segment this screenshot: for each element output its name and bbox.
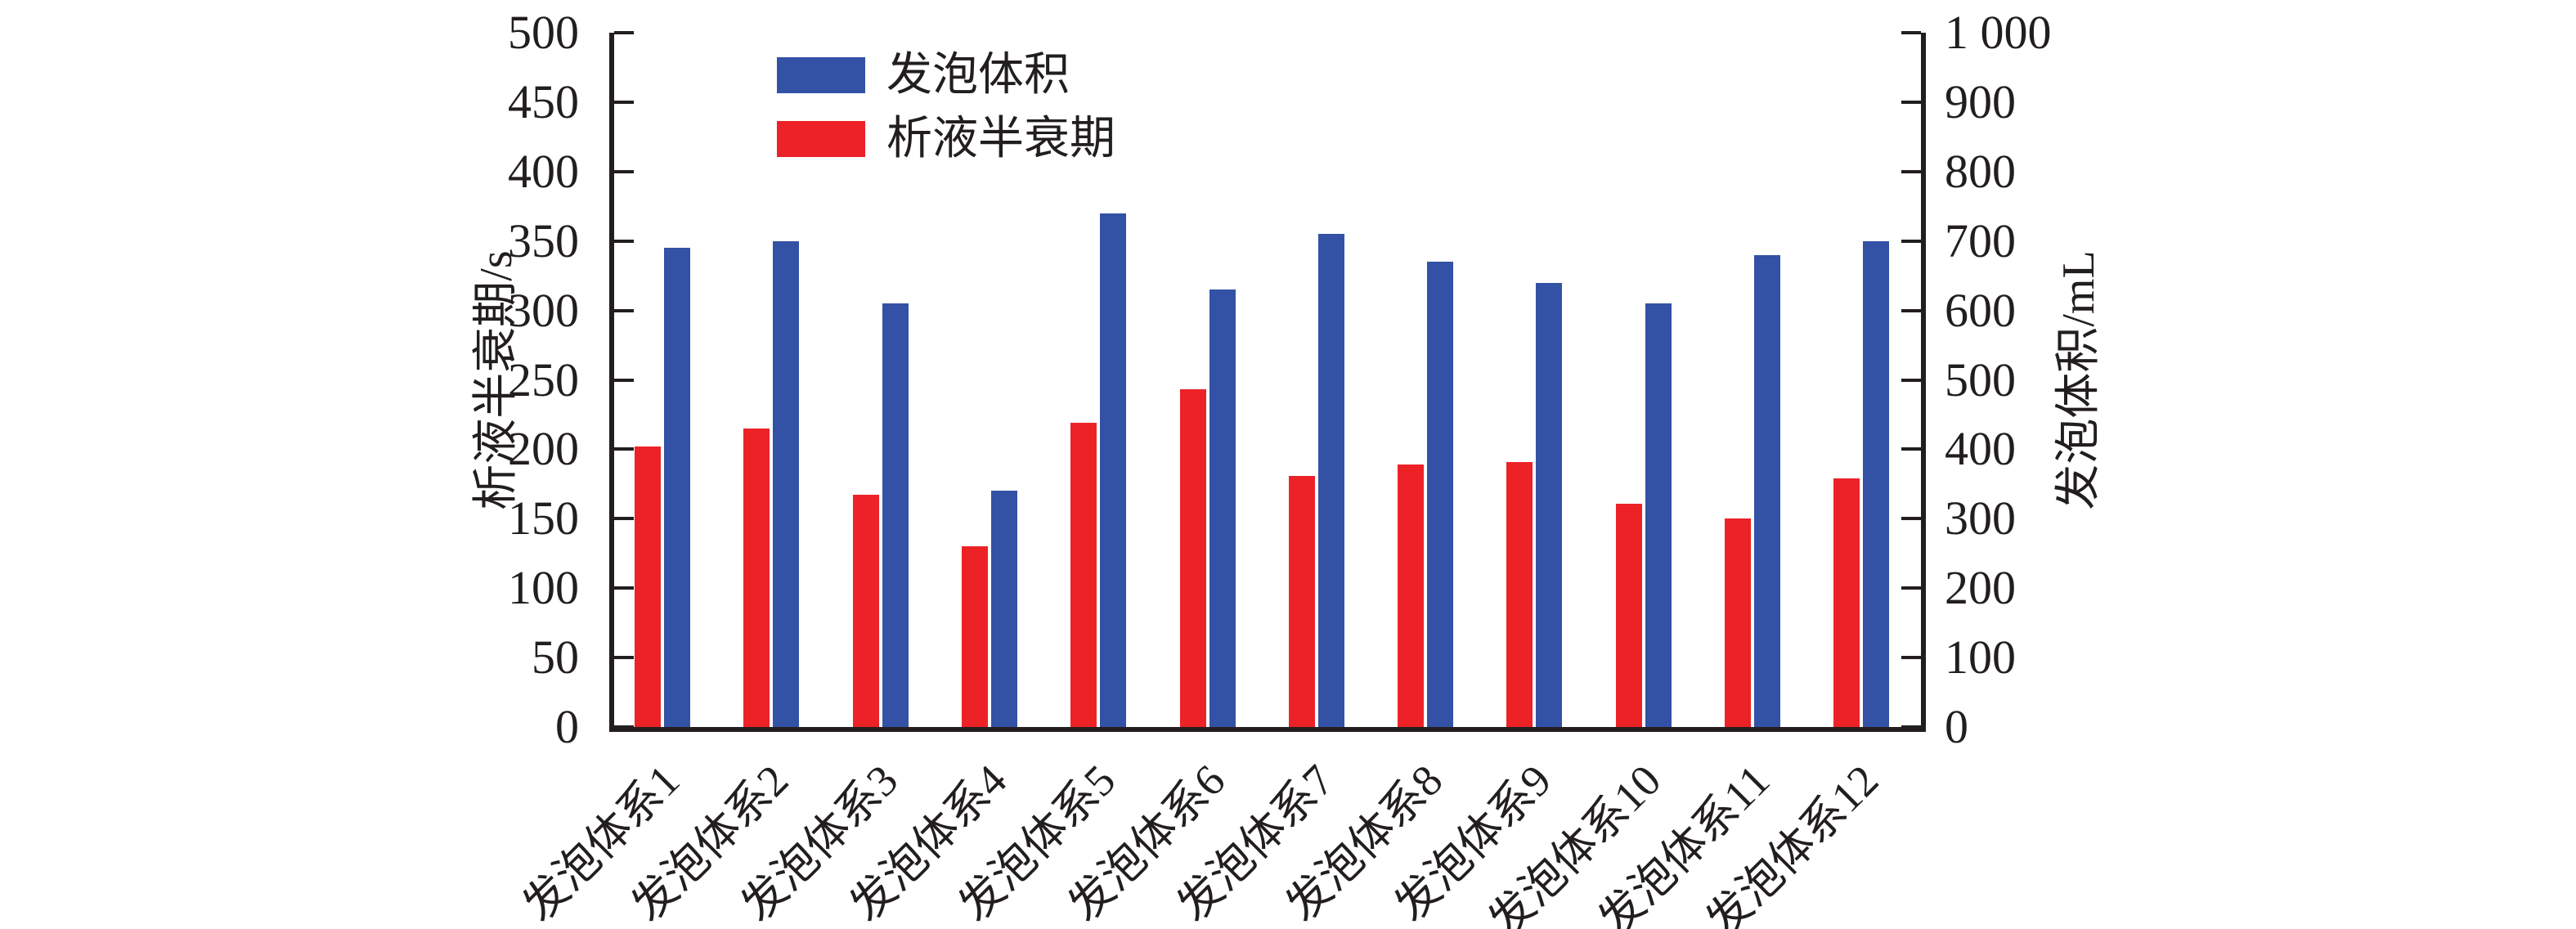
- left-axis-tick-label: 350: [508, 213, 579, 267]
- left-axis-tick: [614, 447, 634, 451]
- bar-foam-volume: [1863, 240, 1890, 727]
- right-axis-tick: [1901, 239, 1921, 243]
- bar-foam-volume: [664, 248, 690, 727]
- legend-item-drainage-half-life: 析液半衰期: [777, 116, 1115, 162]
- right-axis-tick: [1901, 378, 1921, 382]
- right-axis-tick: [1901, 725, 1921, 729]
- left-axis-tick: [614, 725, 634, 729]
- bar-drainage-half-life: [852, 495, 879, 727]
- bar-foam-volume: [1100, 213, 1127, 727]
- left-axis-tick-label: 0: [555, 700, 579, 753]
- legend-swatch-foam-volume: [777, 57, 865, 93]
- left-axis-tick: [614, 517, 634, 521]
- bar-foam-volume: [882, 303, 909, 727]
- right-axis-tick: [1901, 656, 1921, 660]
- bar-drainage-half-life: [1725, 518, 1751, 727]
- right-axis-tick: [1901, 517, 1921, 521]
- bar-drainage-half-life: [961, 546, 988, 727]
- bar-drainage-half-life: [1506, 461, 1533, 727]
- right-axis-tick-label: 900: [1945, 74, 2016, 128]
- left-axis-title: 析液半衰期/s: [471, 250, 522, 510]
- left-axis-tick: [614, 169, 634, 173]
- bar-foam-volume: [773, 240, 800, 727]
- bar-foam-volume: [1754, 254, 1780, 727]
- left-axis-tick-label: 200: [508, 422, 579, 476]
- left-axis-tick: [614, 308, 634, 312]
- right-axis-tick: [1901, 447, 1921, 451]
- right-axis-tick-label: 700: [1945, 213, 2016, 267]
- right-axis-tick-label: 800: [1945, 144, 2016, 198]
- left-axis-tick-label: 250: [508, 352, 579, 406]
- bar-foam-volume: [1536, 282, 1563, 727]
- legend-label-drainage-half-life: 析液半衰期: [886, 114, 1115, 164]
- right-axis-tick-label: 500: [1945, 352, 2016, 406]
- bar-drainage-half-life: [1288, 475, 1315, 727]
- bar-foam-volume: [990, 491, 1017, 727]
- right-axis-tick-label: 600: [1945, 283, 2016, 337]
- right-axis-tick-label: 0: [1945, 700, 1968, 753]
- left-axis-tick: [614, 239, 634, 243]
- right-axis-tick: [1901, 586, 1921, 590]
- bar-drainage-half-life: [635, 447, 661, 727]
- bar-drainage-half-life: [1179, 389, 1206, 727]
- left-axis-tick: [614, 31, 634, 34]
- legend: 发泡体积 析液半衰期: [777, 52, 1115, 180]
- right-axis-tick-label: 300: [1945, 491, 2016, 545]
- bar-drainage-half-life: [1833, 478, 1860, 727]
- bar-drainage-half-life: [1398, 464, 1425, 727]
- left-axis-tick-label: 50: [532, 631, 579, 684]
- left-axis-tick-label: 300: [508, 283, 579, 337]
- bar-drainage-half-life: [1615, 503, 1642, 727]
- bar-foam-volume: [1317, 234, 1344, 727]
- bar-foam-volume: [1209, 289, 1236, 727]
- bar-drainage-half-life: [743, 428, 770, 727]
- legend-swatch-drainage-half-life: [777, 121, 865, 157]
- right-axis-tick: [1901, 308, 1921, 312]
- bar-foam-volume: [1427, 262, 1454, 727]
- left-axis-spine: [609, 33, 614, 732]
- x-axis-line: [609, 727, 1926, 732]
- right-axis-tick: [1901, 100, 1921, 104]
- left-axis-tick: [614, 378, 634, 382]
- left-axis-tick-label: 100: [508, 561, 579, 615]
- right-axis-spine: [1921, 33, 1926, 732]
- left-axis-tick-label: 500: [508, 6, 579, 59]
- right-axis-tick: [1901, 169, 1921, 173]
- left-axis-tick: [614, 100, 634, 104]
- left-axis-tick: [614, 586, 634, 590]
- legend-item-foam-volume: 发泡体积: [777, 52, 1115, 98]
- right-axis-title: 发泡体积/mL: [2053, 250, 2104, 510]
- left-axis-tick-label: 150: [508, 491, 579, 545]
- bar-drainage-half-life: [1070, 423, 1097, 727]
- bar-foam-volume: [1645, 303, 1672, 727]
- left-axis-tick-label: 400: [508, 144, 579, 198]
- legend-label-foam-volume: 发泡体积: [886, 50, 1070, 101]
- right-axis-tick: [1901, 31, 1921, 34]
- right-axis-tick-label: 1 000: [1945, 6, 2052, 59]
- right-axis-tick-label: 400: [1945, 422, 2016, 476]
- left-axis-tick-label: 450: [508, 74, 579, 128]
- right-axis-tick-label: 100: [1945, 631, 2016, 684]
- right-axis-tick-label: 200: [1945, 561, 2016, 615]
- left-axis-tick: [614, 656, 634, 660]
